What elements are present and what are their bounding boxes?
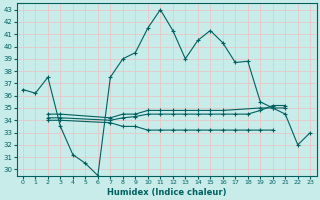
X-axis label: Humidex (Indice chaleur): Humidex (Indice chaleur)	[107, 188, 226, 197]
